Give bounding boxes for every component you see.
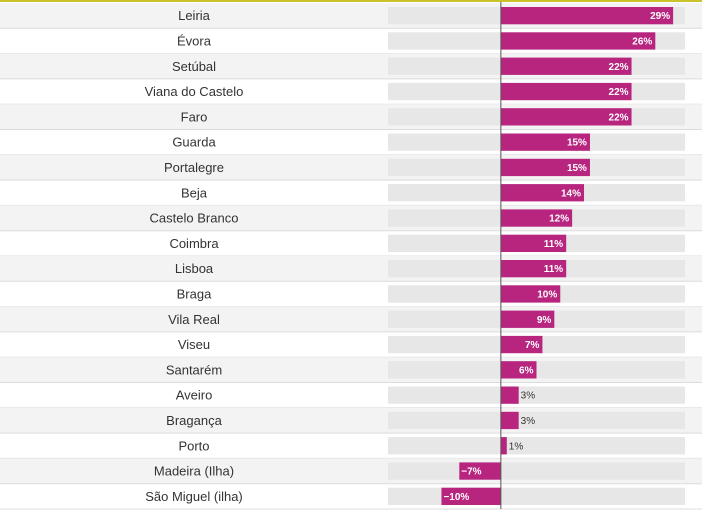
value-label: 11% (544, 239, 564, 250)
value-label: 3% (521, 416, 536, 427)
value-label: 15% (567, 163, 587, 174)
category-label: Porto (178, 438, 209, 453)
chart-row: Guarda 15% (0, 133, 702, 156)
bar (500, 411, 519, 430)
value-label: 7% (525, 340, 540, 351)
category-label: Leiria (178, 8, 211, 23)
chart-row: Évora 26% (0, 32, 702, 55)
category-label: Lisboa (175, 261, 214, 276)
category-label: Évora (177, 33, 212, 48)
value-label: 6% (519, 365, 534, 376)
bar (500, 158, 590, 177)
category-label: Viana do Castelo (145, 84, 244, 99)
chart-row: Viana do Castelo 22% (0, 82, 702, 105)
value-label: 22% (609, 112, 629, 123)
bar (459, 462, 501, 480)
value-label: −7% (461, 467, 481, 478)
category-label: Madeira (Ilha) (154, 464, 234, 479)
chart-row: Madeira (Ilha) −7% (0, 458, 702, 485)
value-label: 14% (561, 188, 581, 199)
chart-row: Aveiro 3% (0, 386, 702, 409)
category-label: Portalegre (164, 160, 224, 175)
category-label: Faro (181, 109, 208, 124)
bar (500, 32, 656, 50)
value-label: 10% (537, 289, 557, 300)
bar (500, 82, 632, 101)
chart-row: Beja 14% (0, 184, 702, 206)
chart-rows: Leiria 29%Évora 26%Setúbal 22%Viana do Cast… (0, 3, 702, 510)
chart-row: Portalegre 15% (0, 154, 702, 181)
bar-track (388, 462, 685, 480)
bar (500, 310, 555, 328)
bar (500, 361, 537, 379)
chart-row: Faro 22% (0, 104, 702, 130)
category-label: Aveiro (176, 388, 213, 403)
bar (500, 209, 573, 227)
value-label: 12% (549, 214, 569, 225)
bar (500, 437, 507, 455)
value-label: 3% (521, 391, 536, 402)
value-label: −10% (443, 492, 469, 503)
chart-row: Castelo Branco 12% (0, 205, 702, 232)
category-label: Beja (181, 185, 208, 200)
bar (500, 57, 632, 75)
chart-row: São Miguel (ilha) −10% (0, 487, 702, 510)
value-label: 11% (544, 264, 564, 275)
category-label: Vila Real (168, 312, 220, 327)
bar-track (388, 437, 685, 455)
value-label: 9% (537, 315, 552, 326)
category-label: Viseu (178, 337, 210, 352)
chart-row: Bragança 3% (0, 407, 702, 434)
bar (500, 335, 543, 354)
category-label: Guarda (172, 135, 216, 150)
category-label: Castelo Branco (150, 211, 239, 226)
category-label: Coimbra (169, 236, 219, 251)
category-label: Setúbal (172, 59, 216, 74)
value-label: 1% (509, 441, 524, 452)
chart-row: Vila Real 9% (0, 306, 702, 333)
category-label: São Miguel (ilha) (145, 489, 243, 504)
value-label: 26% (632, 36, 652, 47)
bar (500, 234, 567, 252)
bar-track (388, 411, 685, 430)
value-label: 22% (609, 62, 629, 73)
bar (500, 386, 519, 404)
bar (500, 7, 674, 25)
chart-row: Setúbal 22% (0, 53, 702, 80)
chart-row: Lisboa 11% (0, 256, 702, 282)
chart-row: Braga 10% (0, 285, 702, 308)
bar-track (388, 386, 685, 404)
chart-row: Santarém 6% (0, 357, 702, 383)
value-label: 29% (650, 11, 670, 22)
value-label: 22% (609, 87, 629, 98)
chart-row: Leiria 29% (0, 3, 702, 29)
bar (500, 108, 632, 126)
bar (500, 285, 561, 303)
value-label: 15% (567, 138, 587, 149)
chart-row: Viseu 7% (0, 335, 702, 358)
category-label: Santarém (166, 362, 222, 377)
chart-row: Coimbra 11% (0, 234, 702, 257)
chart-row: Porto 1% (0, 437, 702, 459)
category-label: Braga (177, 286, 212, 301)
bar (500, 133, 590, 151)
bar (441, 487, 501, 505)
bar (500, 260, 567, 278)
bar-track (388, 487, 685, 505)
category-label: Bragança (166, 413, 222, 428)
bar (500, 184, 585, 202)
